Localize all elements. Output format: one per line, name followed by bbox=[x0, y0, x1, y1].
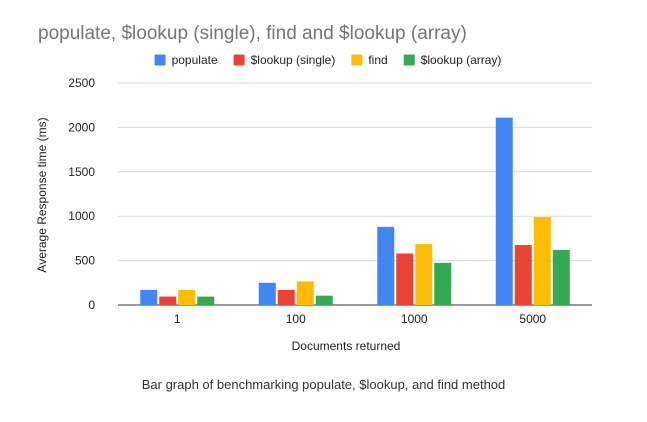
bar-populate-1000 bbox=[377, 226, 395, 305]
x-tick-label: 5000 bbox=[519, 312, 546, 326]
y-tick-label: 1500 bbox=[68, 165, 95, 179]
bar-lookup-array-5000 bbox=[552, 249, 570, 305]
bar-find-1000 bbox=[415, 244, 433, 305]
y-tick-label: 2500 bbox=[68, 76, 95, 90]
x-axis-label: Documents returned bbox=[292, 339, 401, 353]
legend-swatch-lookup-array bbox=[403, 54, 415, 66]
bar-lookup-single-5000 bbox=[514, 245, 532, 305]
x-axis-ticks: 1 100 1000 5000 bbox=[174, 312, 547, 326]
legend-swatch-find bbox=[351, 54, 363, 66]
bar-find-1 bbox=[178, 289, 196, 305]
y-tick-label: 500 bbox=[75, 254, 95, 268]
legend: populate $lookup (single) find $lookup (arr… bbox=[154, 53, 502, 67]
bar-lookup-array-1 bbox=[197, 296, 215, 305]
x-tick-label: 100 bbox=[286, 312, 306, 326]
bar-find-100 bbox=[296, 281, 314, 305]
y-tick-label: 0 bbox=[88, 298, 95, 312]
x-tick-label: 1000 bbox=[401, 312, 428, 326]
gridlines bbox=[118, 82, 592, 306]
legend-label-populate: populate bbox=[172, 53, 218, 67]
y-axis-ticks: 0 500 1000 1500 2000 2500 bbox=[68, 76, 95, 312]
legend-label-lookup-single: $lookup (single) bbox=[251, 53, 336, 67]
y-tick-label: 2000 bbox=[68, 120, 95, 134]
bar-populate-5000 bbox=[495, 117, 513, 305]
bar-lookup-array-100 bbox=[315, 295, 333, 305]
bar-lookup-single-100 bbox=[277, 289, 295, 305]
bar-find-5000 bbox=[533, 217, 551, 305]
x-tick-label: 1 bbox=[174, 312, 181, 326]
legend-label-lookup-array: $lookup (array) bbox=[421, 53, 502, 67]
bar-lookup-single-1000 bbox=[396, 253, 414, 305]
bar-populate-100 bbox=[258, 282, 276, 305]
legend-label-find: find bbox=[368, 53, 387, 67]
bars bbox=[140, 117, 570, 305]
figure-caption: Bar graph of benchmarking populate, $loo… bbox=[141, 377, 506, 392]
y-tick-label: 1000 bbox=[68, 209, 95, 223]
bar-populate-1 bbox=[140, 289, 158, 305]
legend-swatch-lookup-single bbox=[233, 54, 245, 66]
chart-title: populate, $lookup (single), find and $lo… bbox=[38, 23, 467, 44]
bar-lookup-array-1000 bbox=[434, 262, 452, 305]
bar-lookup-single-1 bbox=[159, 296, 177, 305]
legend-swatch-populate bbox=[154, 54, 166, 66]
y-axis-label: Average Response time (ms) bbox=[35, 117, 49, 272]
